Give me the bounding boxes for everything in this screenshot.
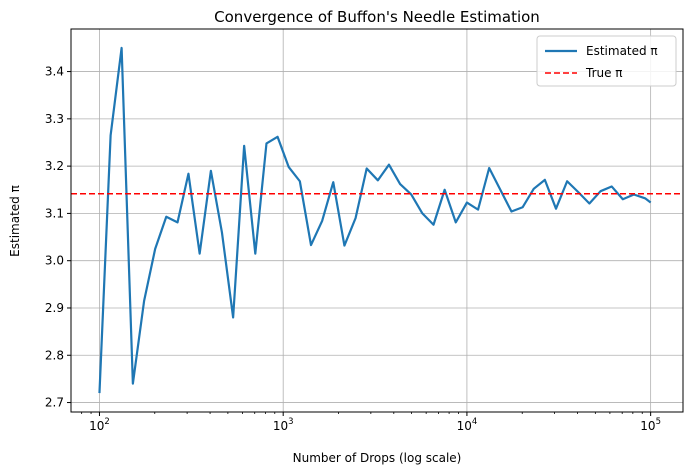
- series-layer: [71, 46, 683, 394]
- y-tick-label: 2.8: [45, 348, 64, 362]
- legend-label-estimated: Estimated π: [586, 44, 658, 58]
- y-tick-label: 2.7: [45, 396, 64, 410]
- grid: [71, 29, 683, 412]
- axes-frame: [70, 28, 684, 413]
- x-tick-label: 105: [640, 417, 661, 433]
- x-tick-label: 103: [273, 417, 294, 433]
- legend: Estimated π True π: [536, 35, 677, 87]
- y-tick-label: 2.9: [45, 301, 64, 315]
- y-tick-label: 3.1: [45, 206, 64, 220]
- y-tick-label: 3.3: [45, 112, 64, 126]
- legend-label-true: True π: [585, 66, 623, 80]
- y-tick-label: 3.4: [45, 65, 64, 79]
- x-tick-label: 104: [457, 417, 478, 433]
- x-axis-label: Number of Drops (log scale): [293, 451, 462, 465]
- y-axis-label: Estimated π: [8, 185, 22, 257]
- series-line-estimated-pi: [98, 46, 652, 394]
- y-tick-label: 3.0: [45, 254, 64, 268]
- x-tick-label: 102: [89, 417, 110, 433]
- legend-box: [536, 35, 677, 87]
- ticks: 102 103 104 105 2.7 2.8 2.9 3.0 3.1 3.2 3.3 3.4: [45, 65, 661, 433]
- chart-title: Convergence of Buffon's Needle Estimatio…: [214, 8, 540, 26]
- y-tick-label: 3.2: [45, 159, 64, 173]
